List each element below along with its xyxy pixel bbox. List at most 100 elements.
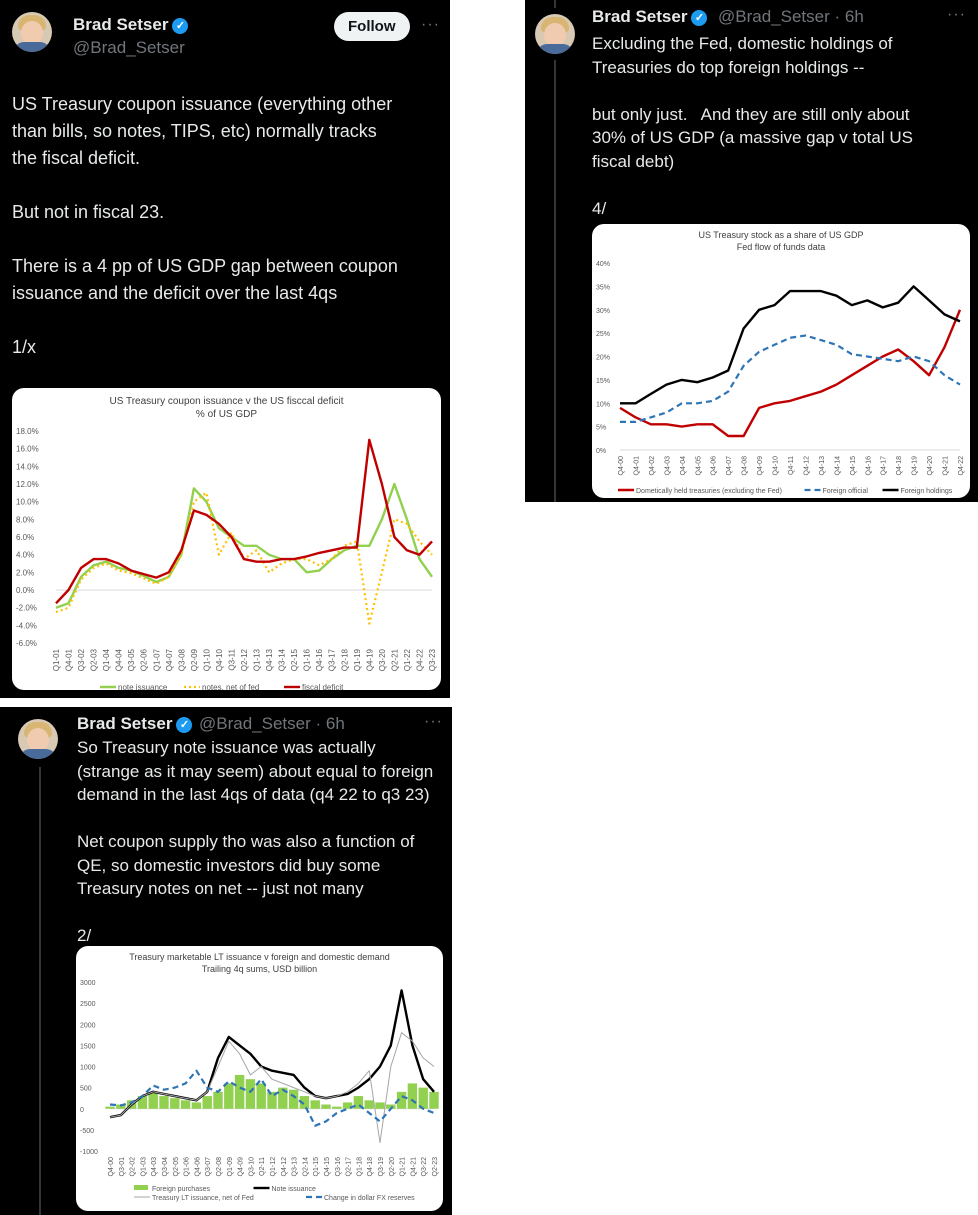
y-tick-label: -6.0% (16, 639, 37, 648)
y-tick-label: 14.0% (16, 462, 39, 471)
avatar[interactable] (535, 14, 575, 54)
x-tick-label: Q2-03 (90, 648, 99, 671)
x-tick-label: Q4-22 (958, 456, 965, 476)
y-tick-label: 10.0% (16, 498, 39, 507)
bar-foreign-purchases (213, 1091, 223, 1109)
x-tick-label: Q4-15 (850, 456, 857, 476)
x-tick-label: Q4-04 (115, 648, 124, 671)
x-tick-label: Q2-15 (290, 648, 299, 671)
bar-foreign-purchases (364, 1100, 374, 1109)
legend-label: Foreign purchases (152, 1186, 210, 1193)
tweet-panel-3: Brad Setser ✓ @Brad_Setser · 6h ··· So Tr… (0, 707, 452, 1215)
thread-line (39, 767, 41, 1215)
x-tick-label: Q1-19 (353, 648, 362, 671)
bar-foreign-purchases (267, 1091, 277, 1109)
x-tick-label: Q1-18 (356, 1157, 363, 1177)
chart-lt-issuance: Treasury marketable LT issuance v foreig… (80, 952, 439, 1202)
y-tick-label: 20% (596, 355, 610, 362)
x-tick-label: Q4-03 (664, 456, 671, 476)
x-tick-label: Q2-05 (173, 1157, 180, 1177)
y-tick-label: 40% (596, 261, 610, 268)
x-tick-label: Q4-12 (803, 456, 810, 476)
series-line-2 (620, 285, 961, 405)
y-tick-label: 10% (596, 401, 610, 408)
chart-card-coupon-issuance[interactable]: US Treasury coupon issuance v the US fis… (12, 388, 441, 690)
x-tick-label: Q2-20 (389, 1157, 396, 1177)
x-tick-label: Q3-20 (378, 648, 387, 671)
x-tick-label: Q4-01 (65, 648, 74, 671)
bar-foreign-purchases (116, 1104, 126, 1109)
follow-button[interactable]: Follow (334, 12, 410, 41)
series-line-2 (55, 438, 433, 605)
x-tick-label: Q4-09 (757, 456, 764, 476)
chart-title: US Treasury coupon issuance v the US fis… (110, 396, 344, 407)
x-tick-label: Q4-10 (215, 648, 224, 671)
y-tick-label: 1000 (80, 1065, 96, 1072)
tweet-text: US Treasury coupon issuance (everything … (12, 94, 398, 357)
x-tick-label: Q4-14 (834, 456, 841, 476)
bar-foreign-purchases (170, 1098, 180, 1109)
thread-line (554, 0, 556, 8)
y-tick-label: 15% (596, 378, 610, 385)
legend-label: Note issuance (272, 1186, 316, 1193)
author-name[interactable]: Brad Setser ✓ (592, 7, 708, 27)
bar-foreign-purchases (353, 1096, 364, 1109)
avatar[interactable] (18, 719, 58, 759)
x-tick-label: Q2-08 (216, 1157, 223, 1177)
x-tick-label: Q3-04 (162, 1157, 169, 1177)
more-options-icon[interactable]: ··· (424, 713, 443, 730)
chart-coupon-issuance: US Treasury coupon issuance v the US fis… (16, 396, 437, 690)
bar-foreign-purchases (332, 1106, 342, 1109)
tweet-text: So Treasury note issuance was actually (… (77, 738, 434, 945)
x-tick-label: Q3-11 (227, 648, 236, 670)
series-line-2 (109, 1032, 435, 1144)
bar-foreign-purchases (202, 1096, 212, 1109)
x-tick-label: Q3-22 (421, 1157, 428, 1177)
more-options-icon[interactable]: ··· (421, 16, 440, 33)
x-tick-label: Q2-23 (432, 1157, 439, 1177)
bar-foreign-purchases (310, 1100, 320, 1109)
x-tick-label: Q3-14 (278, 648, 287, 671)
bar-foreign-purchases (224, 1083, 234, 1109)
chart-card-lt-issuance[interactable]: Treasury marketable LT issuance v foreig… (76, 946, 443, 1211)
y-tick-label: 35% (596, 284, 610, 291)
bar-foreign-purchases (321, 1104, 331, 1109)
bar-foreign-purchases (278, 1087, 288, 1109)
x-tick-label: Q4-00 (108, 1157, 115, 1177)
x-tick-label: Q4-20 (927, 456, 934, 476)
author-name[interactable]: Brad Setser ✓ (77, 714, 193, 734)
author-handle[interactable]: @Brad_Setser (73, 38, 185, 57)
series-line-0 (619, 309, 962, 438)
x-tick-label: Q2-17 (346, 1157, 353, 1177)
chart-card-treasury-stock[interactable]: US Treasury stock as a share of US GDP Fe… (592, 224, 970, 498)
x-tick-label: Q4-06 (194, 1157, 201, 1177)
legend-label: Treasury LT issuance, net of Fed (152, 1195, 254, 1202)
x-tick-label: Q4-11 (788, 456, 795, 475)
x-tick-label: Q3-07 (205, 1157, 212, 1177)
x-tick-label: Q4-19 (912, 456, 919, 476)
x-tick-label: Q4-03 (151, 1157, 158, 1177)
author-name[interactable]: Brad Setser ✓ (73, 15, 189, 35)
bar-foreign-purchases (159, 1096, 169, 1109)
x-tick-label: Q4-12 (281, 1157, 288, 1177)
author-handle-time[interactable]: @Brad_Setser · 6h (199, 714, 345, 733)
x-tick-label: Q1-03 (140, 1157, 147, 1177)
series-line-3 (109, 1069, 435, 1127)
legend-label: note issuance (118, 683, 168, 690)
x-tick-label: Q1-04 (102, 648, 111, 671)
x-tick-label: Q4-07 (165, 648, 174, 671)
tweet-panel-1: Brad Setser ✓ @Brad_Setser Follow ··· US … (0, 0, 450, 698)
x-tick-label: Q3-08 (177, 648, 186, 671)
author-handle-time[interactable]: @Brad_Setser · 6h (718, 7, 864, 26)
series-line-0 (55, 482, 433, 609)
more-options-icon[interactable]: ··· (947, 6, 966, 23)
x-tick-label: Q3-02 (77, 648, 86, 671)
x-tick-label: Q4-16 (315, 648, 324, 671)
legend-label: fiscal deficit (302, 683, 344, 690)
x-tick-label: Q1-10 (202, 648, 211, 671)
y-tick-label: 5% (596, 425, 606, 432)
bar-foreign-purchases (407, 1083, 418, 1109)
y-tick-label: 12.0% (16, 480, 39, 489)
avatar[interactable] (12, 12, 52, 52)
y-tick-label: -500 (80, 1128, 94, 1135)
